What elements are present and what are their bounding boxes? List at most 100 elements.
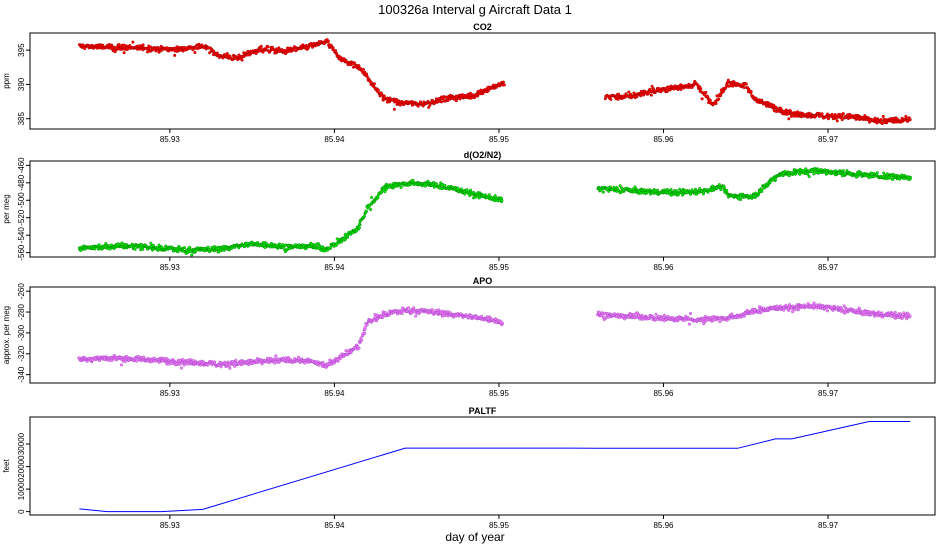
apo-y-tick-label: -260	[17, 283, 26, 300]
apo-data-point	[321, 360, 325, 365]
d-o2-n2-data-point	[787, 174, 791, 178]
d-o2-n2-data-point	[190, 253, 194, 257]
d-o2-n2-data-point	[908, 175, 913, 180]
apo-data-point	[357, 346, 361, 350]
co2-y-tick-label: 395	[17, 43, 26, 57]
paltf-x-tick-label: 85.96	[653, 521, 674, 530]
d-o2-n2-y-tick-label: -500	[17, 192, 26, 209]
apo-x-tick-label: 85.94	[324, 389, 345, 398]
co2-data-point	[141, 43, 145, 47]
co2-data-point	[649, 93, 653, 97]
co2-data-point	[468, 91, 473, 95]
co2-data-point	[418, 100, 423, 104]
d-o2-n2-data-point	[357, 222, 362, 226]
co2-data-point	[382, 94, 386, 98]
apo-data-point	[273, 361, 277, 365]
co2-data-point	[651, 87, 656, 91]
apo-data-point	[363, 331, 367, 335]
co2-data-point	[372, 82, 376, 86]
apo-data-point	[893, 316, 898, 320]
co2-data-point	[699, 87, 703, 91]
d-o2-n2-data-point	[278, 243, 282, 247]
co2-data-point	[222, 53, 227, 57]
co2-data-point	[639, 94, 643, 98]
co2-data-point	[159, 44, 163, 48]
apo-data-point	[812, 301, 816, 305]
co2-data-point	[679, 87, 683, 91]
apo-data-point	[787, 303, 792, 307]
co2-data-point	[277, 46, 281, 50]
d-o2-n2-panel-title: d(O2/N2)	[464, 150, 502, 160]
apo-data-point	[142, 355, 146, 359]
co2-data-point	[458, 97, 462, 101]
d-o2-n2-data-point	[288, 247, 292, 251]
apo-data-point	[219, 365, 223, 369]
d-o2-n2-data-point	[140, 243, 144, 247]
co2-data-point	[722, 89, 726, 93]
co2-data-point	[101, 43, 105, 48]
d-o2-n2-x-tick-label: 85.93	[160, 263, 181, 272]
apo-data-point	[501, 321, 505, 326]
co2-data-point	[352, 61, 357, 65]
d-o2-n2-x-tick-label: 85.94	[324, 263, 345, 272]
apo-data-point	[400, 311, 404, 315]
figure-title: 100326a Interval g Aircraft Data 1	[378, 2, 572, 17]
apo-data-point	[191, 358, 195, 363]
d-o2-n2-data-point	[364, 209, 368, 214]
co2-data-point	[627, 90, 631, 94]
co2-x-tick-label: 85.95	[489, 135, 510, 144]
co2-data-point	[840, 118, 844, 122]
co2-panel-title: CO2	[473, 22, 492, 32]
paltf-y-tick-label: 30000	[17, 432, 26, 455]
apo-data-point	[597, 311, 601, 315]
d-o2-n2-data-point	[493, 194, 497, 198]
co2-data-point	[479, 88, 483, 92]
apo-data-point	[125, 355, 129, 359]
co2-data-point	[749, 89, 753, 94]
d-o2-n2-data-point	[465, 188, 469, 192]
d-o2-n2-data-point	[149, 241, 153, 245]
d-o2-n2-x-tick-label: 85.97	[818, 263, 839, 272]
d-o2-n2-data-point	[754, 191, 758, 195]
apo-data-point	[607, 315, 611, 319]
d-o2-n2-data-point	[739, 197, 743, 202]
d-o2-n2-data-point	[380, 190, 384, 194]
co2-y-tick-label: 390	[17, 77, 26, 91]
apo-data-point	[778, 304, 782, 308]
co2-data-point	[879, 117, 883, 122]
co2-data-point	[361, 67, 365, 71]
paltf-plot-frame	[29, 416, 936, 516]
paltf-y-tick-label: 20000	[17, 455, 26, 478]
d-o2-n2-data-point	[383, 190, 387, 194]
apo-data-point	[182, 363, 186, 367]
apo-data-point	[234, 358, 238, 362]
d-o2-n2-y-tick-label: -520	[17, 209, 26, 226]
paltf-x-tick-label: 85.97	[818, 521, 839, 530]
apo-data-point	[407, 306, 411, 310]
paltf-x-tick-label: 85.94	[324, 521, 345, 530]
apo-data-point	[365, 323, 369, 327]
co2-data-point	[617, 92, 621, 96]
co2-data-point	[704, 90, 708, 94]
co2-data-point	[717, 97, 721, 101]
d-o2-n2-data-point	[717, 183, 721, 187]
d-o2-n2-y-tick-label: -540	[17, 227, 26, 244]
d-o2-n2-y-tick-label: -560	[17, 244, 26, 261]
d-o2-n2-data-point	[669, 193, 673, 197]
apo-data-point	[228, 366, 232, 370]
co2-plot-frame	[29, 32, 936, 130]
d-o2-n2-data-point	[141, 247, 145, 251]
co2-data-point	[193, 50, 197, 55]
co2-x-tick-label: 85.93	[160, 135, 181, 144]
co2-data-point	[446, 98, 450, 102]
paltf-x-tick-label: 85.95	[489, 521, 510, 530]
d-o2-n2-data-point	[357, 226, 361, 230]
apo-plot-frame	[29, 286, 936, 384]
d-o2-n2-data-point	[269, 242, 274, 246]
apo-x-tick-label: 85.97	[818, 389, 839, 398]
co2-data-point	[191, 48, 195, 52]
apo-data-point	[381, 315, 385, 319]
co2-data-point	[501, 80, 505, 84]
co2-data-point	[376, 88, 380, 92]
co2-data-point	[266, 45, 270, 49]
